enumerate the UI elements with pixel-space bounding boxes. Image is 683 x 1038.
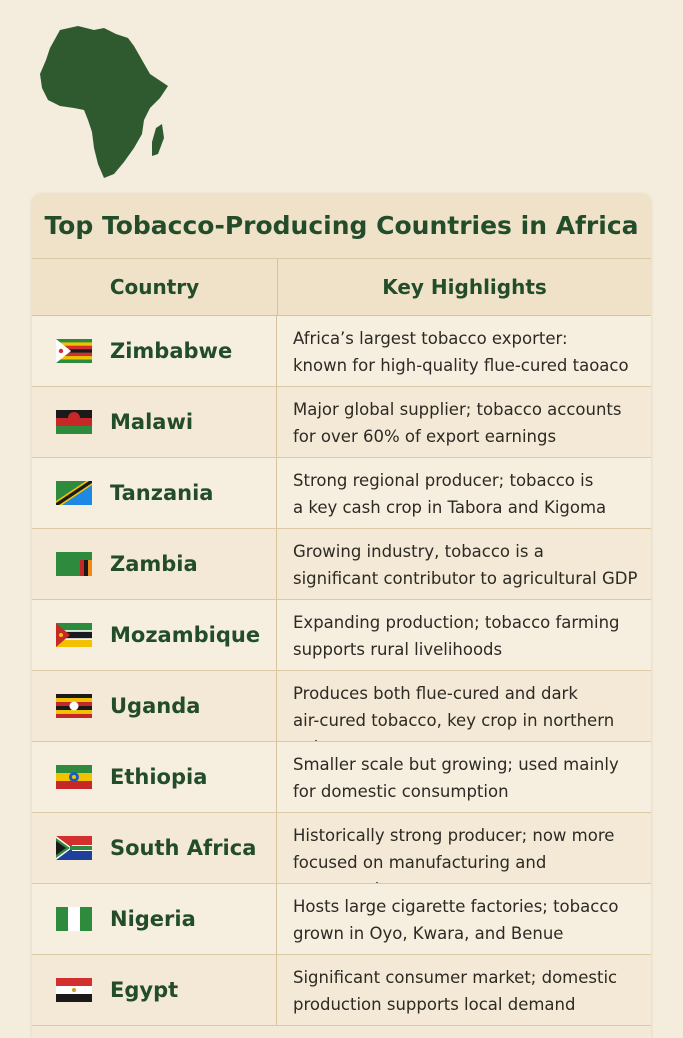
country-name: Zimbabwe (110, 339, 233, 363)
table-row: Tanzania Strong regional producer; tobac… (32, 458, 651, 529)
malawi-flag-icon (56, 410, 92, 434)
table-header: Country Key Highlights (32, 259, 651, 316)
country-highlight: Hosts large cigarette factories; tobacco… (293, 897, 619, 943)
country-highlight: Significant consumer market; domestic pr… (293, 968, 618, 1014)
table-row: Uganda Produces both flue-cured and dark… (32, 671, 651, 742)
country-highlight: Produces both flue-cured and dark air-cu… (293, 684, 615, 741)
zambia-flag-icon (56, 552, 92, 576)
country-highlight: Expanding production; tobacco farming su… (293, 613, 620, 659)
table-row: Zambia Growing industry, tobacco is a si… (32, 529, 651, 600)
table-title: Top Tobacco-Producing Countries in Afric… (32, 193, 651, 259)
country-highlight: Strong regional producer; tobacco is a k… (293, 471, 607, 517)
country-highlight: Africa’s largest tobacco exporter: known… (293, 329, 629, 375)
country-highlight: Smaller scale but growing; used mainly f… (293, 755, 619, 801)
table-row: Egypt Significant consumer market; domes… (32, 955, 651, 1026)
country-name: Malawi (110, 410, 194, 434)
table-row: Mozambique Expanding production; tobacco… (32, 600, 651, 671)
country-name: Ethiopia (110, 765, 208, 789)
table-row: Ethiopia Smaller scale but growing; used… (32, 742, 651, 813)
table-row: Nigeria Hosts large cigarette factories;… (32, 884, 651, 955)
header-highlights: Key Highlights (382, 275, 547, 299)
uganda-flag-icon (56, 694, 92, 718)
country-name: Zambia (110, 552, 198, 576)
zimbabwe-flag-icon (56, 339, 92, 363)
table-row: South Africa Historically strong produce… (32, 813, 651, 884)
country-name: Egypt (110, 978, 179, 1002)
country-highlight: Major global supplier; tobacco accounts … (293, 400, 622, 446)
ethiopia-flag-icon (56, 765, 92, 789)
table-row: Malawi Major global supplier; tobacco ac… (32, 387, 651, 458)
tobacco-table: Top Tobacco-Producing Countries in Afric… (32, 193, 651, 1038)
south-africa-flag-icon (56, 836, 92, 860)
table-body: Zimbabwe Africa’s largest tobacco export… (32, 316, 651, 1026)
tanzania-flag-icon (56, 481, 92, 505)
country-name: South Africa (110, 836, 257, 860)
egypt-flag-icon (56, 978, 92, 1002)
country-name: Uganda (110, 694, 201, 718)
country-name: Tanzania (110, 481, 214, 505)
mozambique-flag-icon (56, 623, 92, 647)
country-highlight: Growing industry, tobacco is a significa… (293, 542, 638, 588)
country-name: Mozambique (110, 623, 261, 647)
header-country: Country (32, 259, 278, 315)
africa-map-icon (40, 26, 168, 178)
table-row: Zimbabwe Africa’s largest tobacco export… (32, 316, 651, 387)
country-highlight: Historically strong producer; now more f… (293, 826, 615, 883)
nigeria-flag-icon (56, 907, 92, 931)
country-name: Nigeria (110, 907, 196, 931)
